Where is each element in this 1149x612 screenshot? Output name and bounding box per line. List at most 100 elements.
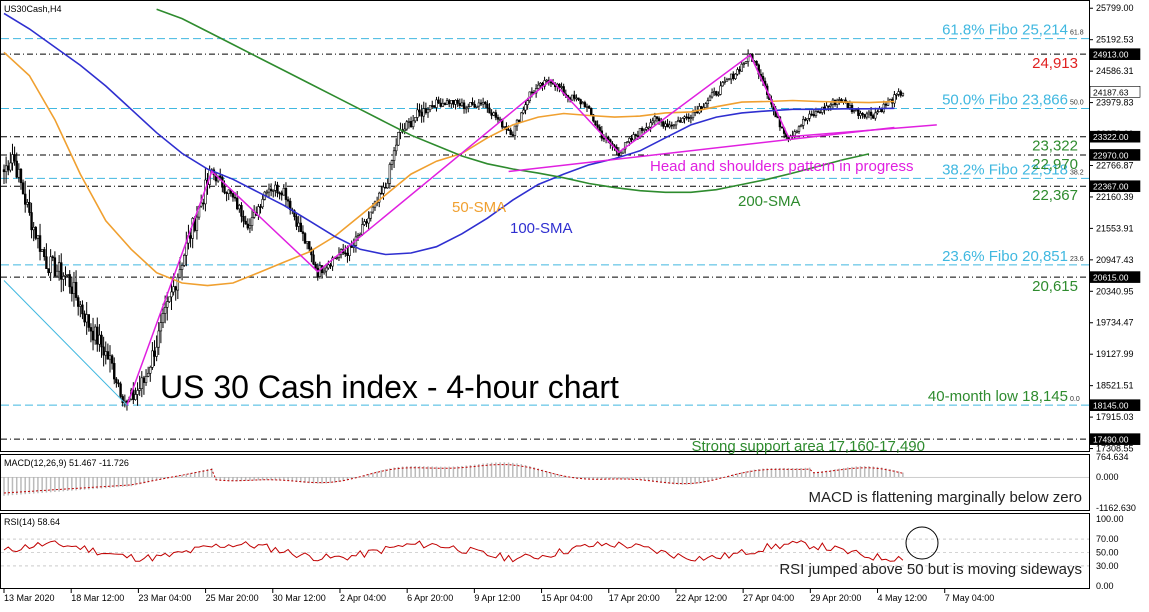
candle-body — [403, 128, 406, 131]
sma100-label: 100-SMA — [510, 220, 573, 237]
candle-body — [795, 131, 799, 133]
candle-body — [238, 205, 241, 210]
fibo-label: 40-month low 18,145 — [928, 388, 1068, 405]
y-tick-label: 23979.83 — [1096, 98, 1134, 108]
candle-body — [189, 235, 192, 239]
candle-body — [371, 206, 375, 213]
candle-body — [28, 202, 31, 213]
candle-body — [49, 256, 52, 274]
candle-body — [812, 114, 816, 116]
candle-body — [475, 105, 478, 108]
level-label: 24,913 — [1032, 55, 1078, 72]
macd-panel-frame — [0, 454, 1090, 511]
candle-body — [810, 113, 813, 116]
candle-body — [110, 355, 114, 364]
price-badge — [1089, 271, 1141, 283]
macd-y-tick: 0.000 — [1096, 472, 1119, 482]
candle-body — [26, 202, 29, 205]
candle-body — [634, 134, 637, 137]
candle-body — [539, 82, 542, 86]
candle-body — [736, 69, 739, 75]
candle-body — [32, 227, 35, 231]
candle-body — [115, 378, 118, 384]
candle-body — [180, 265, 184, 270]
candle-body — [98, 334, 101, 345]
candle-body — [710, 92, 714, 98]
macd-y-tick: -1162.630 — [1096, 503, 1136, 513]
candle-body — [100, 334, 103, 348]
candle-body — [744, 61, 748, 64]
candle-body — [617, 150, 621, 156]
candle-body — [530, 91, 534, 94]
candle-body — [592, 114, 595, 122]
candle-body — [21, 182, 25, 195]
candle-body — [30, 212, 33, 231]
level-label: Strong support area 17,160-17,490 — [691, 438, 925, 455]
candle-body — [560, 86, 563, 88]
candle-body — [780, 126, 784, 129]
candle-body — [447, 100, 451, 104]
y-tick-label: 20340.95 — [1096, 286, 1134, 296]
candle-body — [490, 112, 493, 116]
candle-body — [874, 112, 877, 119]
x-tick-label: 6 Apr 20:00 — [407, 593, 453, 603]
x-tick-label: 13 Mar 2020 — [4, 593, 55, 603]
fibo-small-label: 38.2 — [1070, 169, 1084, 176]
candle-body — [246, 223, 249, 229]
macd-panel: 764.634 0.000 -1162.630 — [1, 452, 1136, 513]
price-badge — [1089, 149, 1141, 161]
candle-body — [299, 222, 302, 233]
candle-body — [390, 160, 394, 165]
fibo-label: 50.0% Fibo 23,866 — [942, 91, 1068, 108]
candle-body — [66, 274, 69, 276]
candle-body — [155, 346, 158, 357]
series-line — [3, 51, 895, 287]
candle-body — [361, 224, 364, 235]
candle-body — [305, 241, 309, 244]
candle-body — [577, 97, 580, 100]
candle-body — [40, 249, 44, 252]
candle-body — [704, 103, 707, 108]
candle-body — [691, 112, 695, 119]
candle-body — [202, 202, 205, 205]
candle-body — [647, 126, 650, 129]
candle-body — [51, 256, 54, 259]
series-line — [156, 8, 870, 194]
price-badge — [1089, 399, 1141, 411]
candle-body — [276, 184, 279, 194]
candle-body — [113, 363, 116, 380]
candle-body — [467, 106, 470, 109]
series-line — [788, 124, 937, 138]
candle-body — [827, 105, 830, 108]
candle-body — [62, 276, 65, 280]
candle-body — [242, 215, 245, 222]
candle-body — [640, 128, 644, 131]
candle-body — [79, 304, 82, 307]
candle-body — [414, 117, 417, 122]
candle-body — [295, 216, 298, 227]
rsi-panel-frame — [0, 513, 1090, 589]
candle-body — [524, 104, 527, 111]
candle-body — [679, 120, 682, 123]
candle-body — [829, 104, 833, 107]
candle-body — [433, 105, 436, 108]
candle-body — [278, 192, 281, 195]
candle-body — [4, 165, 8, 173]
candle-body — [388, 164, 392, 184]
candle-body — [503, 126, 506, 128]
candle-body — [344, 252, 347, 255]
candle-body — [623, 142, 627, 150]
candle-body — [863, 114, 866, 118]
candle-body — [486, 103, 489, 109]
candle-body — [272, 190, 275, 192]
candle-body — [151, 350, 154, 368]
price-badge — [1089, 130, 1141, 143]
candle-body — [443, 103, 447, 105]
price-badge — [1089, 48, 1141, 60]
candle-body — [573, 94, 576, 99]
candle-body — [146, 372, 150, 377]
candle-body — [797, 126, 801, 132]
candle-body — [157, 330, 160, 348]
candle-body — [231, 193, 235, 198]
